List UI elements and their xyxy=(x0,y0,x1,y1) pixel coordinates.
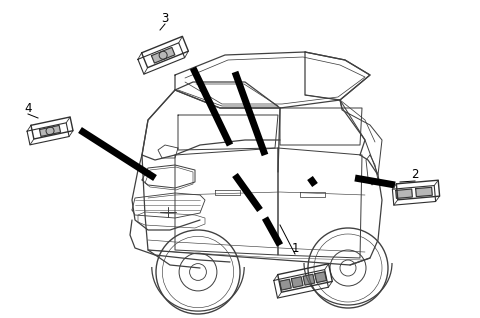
Polygon shape xyxy=(303,274,315,285)
Polygon shape xyxy=(39,125,60,136)
Text: 2: 2 xyxy=(411,169,419,182)
Polygon shape xyxy=(280,279,291,290)
Text: 3: 3 xyxy=(161,11,168,24)
Polygon shape xyxy=(315,272,326,283)
Text: 1: 1 xyxy=(291,241,299,254)
Polygon shape xyxy=(152,47,175,63)
Polygon shape xyxy=(291,277,303,287)
Polygon shape xyxy=(396,189,412,198)
Polygon shape xyxy=(416,187,432,197)
Text: 4: 4 xyxy=(24,101,32,114)
